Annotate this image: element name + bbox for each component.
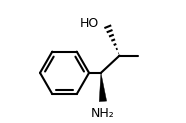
Polygon shape [99, 73, 107, 102]
Text: HO: HO [80, 17, 99, 30]
Text: NH₂: NH₂ [91, 107, 115, 120]
